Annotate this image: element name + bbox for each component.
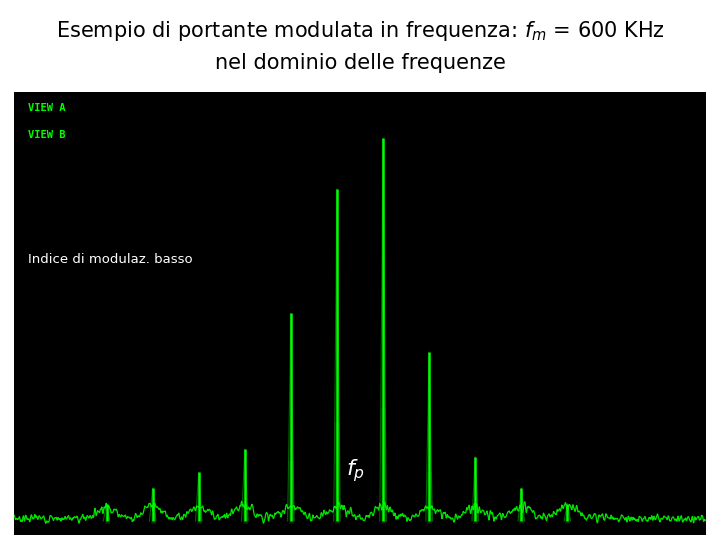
Text: Esempio di portante modulata in frequenza: $f_m$ = 600 KHz
nel dominio delle fre: Esempio di portante modulata in frequenz… — [55, 19, 665, 73]
Text: VIEW A: VIEW A — [28, 103, 66, 113]
Text: $f_p$: $f_p$ — [346, 457, 365, 484]
Text: VIEW B: VIEW B — [28, 131, 66, 140]
Text: Indice di modulaz. basso: Indice di modulaz. basso — [28, 253, 193, 266]
